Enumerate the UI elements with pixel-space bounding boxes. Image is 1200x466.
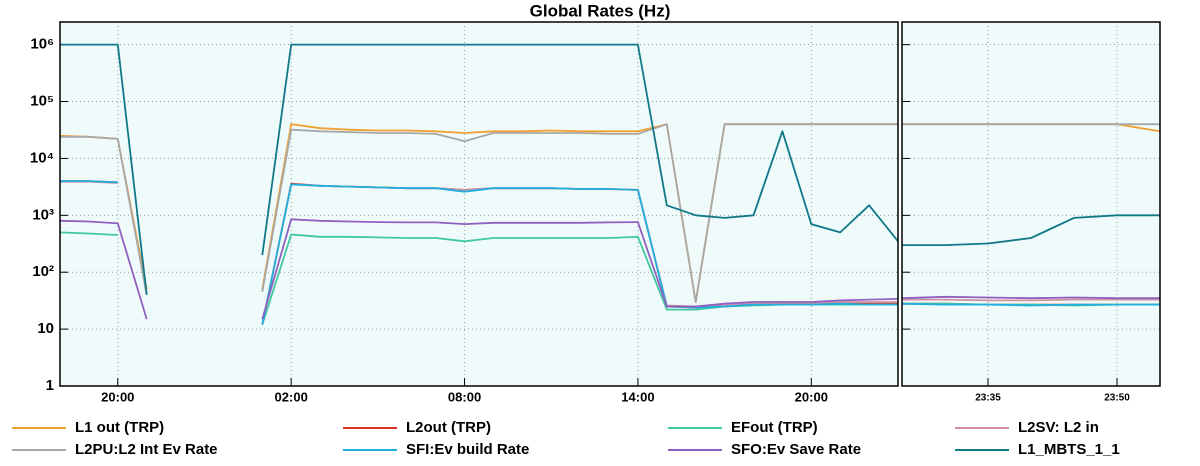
y-tick-label: 10⁴ (30, 149, 54, 166)
x-tick-label: 20:00 (101, 389, 134, 404)
plot-background (902, 22, 1160, 386)
series-line (902, 298, 1160, 302)
legend-item: L1_MBTS_1_1 (955, 441, 1120, 458)
series-line (902, 214, 1160, 246)
series-line (60, 123, 898, 303)
series-line (60, 180, 898, 325)
series-line (901, 295, 1160, 300)
plot-background (60, 22, 898, 386)
y-tick-label: 10⁵ (30, 93, 54, 110)
x-tick-label: 02:00 (275, 389, 308, 404)
y-tick-label: 1 (46, 377, 54, 394)
legend-item: L1 out (TRP) (12, 419, 164, 436)
legend-item: L2out (TRP) (343, 419, 491, 436)
legend-label: EFout (TRP) (731, 419, 818, 436)
x-tick-label: 20:00 (795, 389, 828, 404)
legend-label: L1_MBTS_1_1 (1018, 441, 1120, 458)
legend-label: SFI:Ev build Rate (406, 441, 529, 458)
x-tick-label: 08:00 (448, 389, 481, 404)
legend-item: SFO:Ev Save Rate (668, 441, 861, 458)
plot-frame (901, 21, 1161, 387)
legend-label: L2PU:L2 Int Ev Rate (75, 441, 218, 458)
series-line (901, 302, 1160, 307)
y-tick-label: 10³ (32, 206, 54, 223)
legend-item: EFout (TRP) (668, 419, 818, 436)
series-line (59, 218, 899, 320)
y-tick-label: 10⁶ (30, 36, 54, 53)
legend-item: SFI:Ev build Rate (343, 441, 529, 458)
legend-label: SFO:Ev Save Rate (731, 441, 861, 458)
y-tick-label: 10² (32, 263, 54, 280)
legend-label: L2out (TRP) (406, 419, 491, 436)
legend-label: L1 out (TRP) (75, 419, 164, 436)
chart-title: Global Rates (Hz) (530, 1, 671, 20)
x-tick-label: 23:35 (975, 393, 1001, 404)
y-tick-label: 10 (37, 320, 54, 337)
x-tick-label: 23:50 (1104, 393, 1130, 404)
x-tick-label: 14:00 (621, 389, 654, 404)
plot-frame (59, 21, 899, 387)
series-line (60, 43, 899, 296)
plot-panel: 23:35 23:50 (901, 21, 1161, 404)
legend-item: L2SV: L2 in (955, 419, 1099, 436)
legend-item: L2PU:L2 Int Ev Rate (12, 441, 218, 458)
plot-panel: 1 10 10² 10³ 10⁴ 10⁵ 10⁶ 20:00 02:00 08:00 14:00 20… (30, 21, 899, 404)
legend-label: L2SV: L2 in (1018, 419, 1099, 436)
